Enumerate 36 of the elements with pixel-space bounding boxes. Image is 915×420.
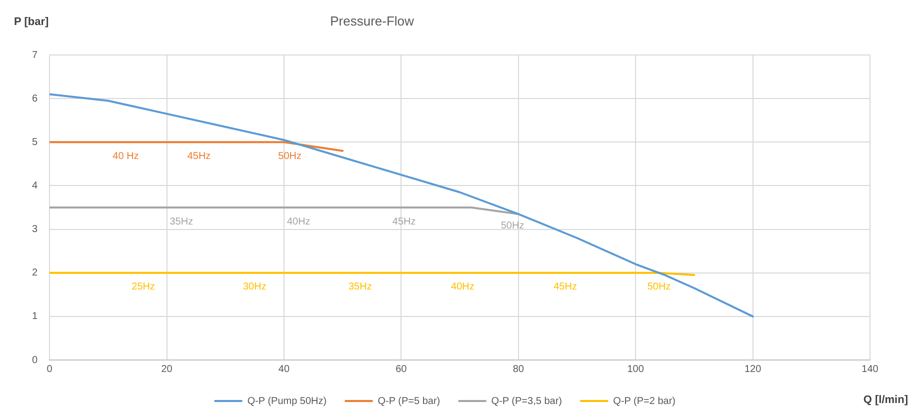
annotation: 45Hz bbox=[187, 150, 211, 162]
legend-label: Q-P (Pump 50Hz) bbox=[247, 396, 327, 407]
y-axis-title: P [bar] bbox=[14, 16, 49, 28]
y-tick-label: 4 bbox=[32, 180, 38, 192]
x-axis-title: Q [l/min] bbox=[863, 394, 908, 406]
annotation: 40 Hz bbox=[112, 150, 139, 162]
annotation: 50Hz bbox=[500, 220, 524, 232]
annotation: 45Hz bbox=[392, 216, 416, 228]
legend-label: Q-P (P=5 bar) bbox=[378, 396, 440, 407]
annotation: 35Hz bbox=[170, 216, 194, 228]
y-tick-label: 2 bbox=[32, 268, 38, 279]
annotation: 50Hz bbox=[647, 282, 671, 293]
x-tick-label: 120 bbox=[744, 364, 762, 375]
annotation: 30Hz bbox=[242, 282, 266, 293]
x-tick-label: 0 bbox=[46, 364, 53, 375]
annotation: 25Hz bbox=[132, 282, 156, 293]
x-tick-label: 140 bbox=[862, 364, 879, 375]
annotation: 35Hz bbox=[348, 282, 372, 293]
annotation: 45Hz bbox=[554, 282, 577, 293]
legend-label: Q-P (P=2 bar) bbox=[613, 396, 676, 407]
annotation: 40Hz bbox=[286, 216, 310, 228]
x-tick-label: 20 bbox=[161, 364, 173, 375]
x-tick-label: 80 bbox=[512, 364, 524, 375]
x-tick-label: 100 bbox=[627, 364, 644, 375]
x-tick-label: 60 bbox=[396, 364, 408, 375]
y-tick-label: 3 bbox=[32, 224, 38, 236]
annotation: 40Hz bbox=[451, 282, 474, 293]
x-tick-label: 40 bbox=[278, 364, 290, 375]
y-tick-label: 5 bbox=[32, 136, 38, 148]
y-tick-label: 6 bbox=[32, 93, 38, 104]
chart-title: Pressure-Flow bbox=[330, 14, 415, 29]
legend-label: Q-P (P=3,5 bar) bbox=[491, 396, 562, 407]
y-tick-label: 7 bbox=[32, 50, 38, 61]
y-tick-label: 1 bbox=[32, 311, 38, 322]
y-tick-label: 0 bbox=[32, 354, 38, 366]
annotation: 50Hz bbox=[278, 150, 302, 162]
